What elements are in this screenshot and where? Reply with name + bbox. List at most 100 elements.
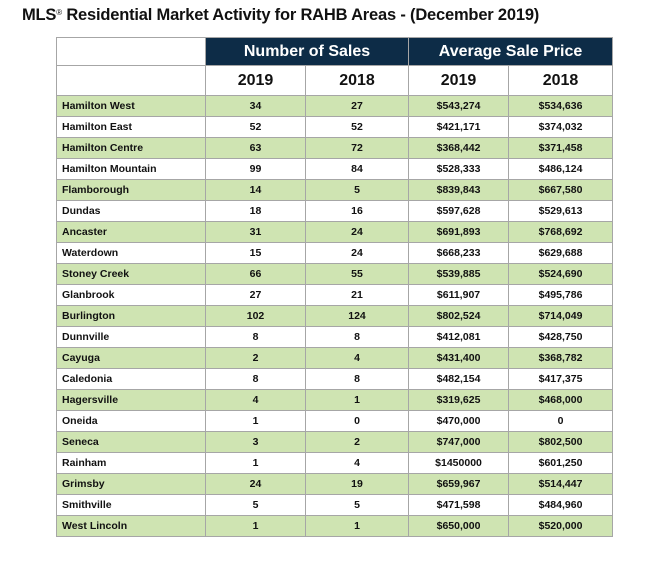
table-row: Flamborough 14 5 $839,843 $667,580 <box>56 179 614 201</box>
price-2018: $417,375 <box>508 368 614 390</box>
price-2019: $421,171 <box>408 116 510 138</box>
area-name: Burlington <box>56 305 206 327</box>
area-name: Hamilton East <box>56 116 206 138</box>
table-row: Waterdown 15 24 $668,233 $629,688 <box>56 242 614 264</box>
sales-2018: 24 <box>304 242 410 264</box>
price-2018: $524,690 <box>508 263 614 285</box>
sales-2019: 2 <box>205 347 306 369</box>
table-row: Burlington 102 124 $802,524 $714,049 <box>56 305 614 327</box>
price-2019: $539,885 <box>408 263 510 285</box>
price-2018: $486,124 <box>508 158 614 180</box>
area-name: Dunnville <box>56 326 206 348</box>
price-2019: $431,400 <box>408 347 510 369</box>
table-row: Ancaster 31 24 $691,893 $768,692 <box>56 221 614 243</box>
table-row: Rainham 1 4 $1450000 $601,250 <box>56 452 614 474</box>
sales-2018: 1 <box>304 389 410 411</box>
blank-header <box>56 65 206 96</box>
area-name: Seneca <box>56 431 206 453</box>
price-2019: $471,598 <box>408 494 510 516</box>
sales-2018: 5 <box>304 494 410 516</box>
sales-2018: 4 <box>304 452 410 474</box>
sales-2018: 21 <box>304 284 410 306</box>
sales-2019: 66 <box>205 263 306 285</box>
price-2018: $667,580 <box>508 179 614 201</box>
area-name: Stoney Creek <box>56 263 206 285</box>
price-2018: $371,458 <box>508 137 614 159</box>
table-row: Stoney Creek 66 55 $539,885 $524,690 <box>56 263 614 285</box>
price-2018: $374,032 <box>508 116 614 138</box>
price-2018: $529,613 <box>508 200 614 222</box>
group-header-row: Number of Sales Average Sale Price <box>56 37 614 66</box>
sales-2018: 84 <box>304 158 410 180</box>
table-row: Dundas 18 16 $597,628 $529,613 <box>56 200 614 222</box>
sales-2018: 124 <box>304 305 410 327</box>
table-row: Hagersville 4 1 $319,625 $468,000 <box>56 389 614 411</box>
sales-2019: 63 <box>205 137 306 159</box>
area-name: Hamilton West <box>56 95 206 117</box>
table-row: Hamilton Centre 63 72 $368,442 $371,458 <box>56 137 614 159</box>
sales-2018: 27 <box>304 95 410 117</box>
sales-2019: 1 <box>205 410 306 432</box>
area-name: Oneida <box>56 410 206 432</box>
sales-2018: 8 <box>304 326 410 348</box>
table-row: West Lincoln 1 1 $650,000 $520,000 <box>56 515 614 537</box>
price-2019: $650,000 <box>408 515 510 537</box>
price-2018: $534,636 <box>508 95 614 117</box>
price-2018: $368,782 <box>508 347 614 369</box>
sales-2019: 14 <box>205 179 306 201</box>
price-2019: $659,967 <box>408 473 510 495</box>
table-row: Glanbrook 27 21 $611,907 $495,786 <box>56 284 614 306</box>
price-2019: $802,524 <box>408 305 510 327</box>
sales-2019: 102 <box>205 305 306 327</box>
sales-2019: 24 <box>205 473 306 495</box>
price-2019: $691,893 <box>408 221 510 243</box>
area-name: Hamilton Mountain <box>56 158 206 180</box>
table-row: Caledonia 8 8 $482,154 $417,375 <box>56 368 614 390</box>
sales-2018: 8 <box>304 368 410 390</box>
price-2019: $482,154 <box>408 368 510 390</box>
price-2019: $543,274 <box>408 95 510 117</box>
sales-group-header: Number of Sales <box>204 37 410 66</box>
price-2019: $839,843 <box>408 179 510 201</box>
price-2019: $1450000 <box>408 452 510 474</box>
price-2018: $495,786 <box>508 284 614 306</box>
sales-2019: 34 <box>205 95 306 117</box>
area-name: Rainham <box>56 452 206 474</box>
sales-2019: 8 <box>205 368 306 390</box>
price-2018: $629,688 <box>508 242 614 264</box>
registered-mark: ® <box>56 8 62 17</box>
sales-2018: 19 <box>304 473 410 495</box>
area-name: Hagersville <box>56 389 206 411</box>
area-name: Hamilton Centre <box>56 137 206 159</box>
price-2019: $597,628 <box>408 200 510 222</box>
sales-2019: 3 <box>205 431 306 453</box>
area-name: Glanbrook <box>56 284 206 306</box>
market-activity-table: Number of Sales Average Sale Price 2019 … <box>56 37 614 537</box>
sales-2018: 5 <box>304 179 410 201</box>
sales-2019: 31 <box>205 221 306 243</box>
price-2018: $468,000 <box>508 389 614 411</box>
sales-2018: 72 <box>304 137 410 159</box>
price-2019: $412,081 <box>408 326 510 348</box>
sales-2018: 1 <box>304 515 410 537</box>
area-name: Waterdown <box>56 242 206 264</box>
table-row: Cayuga 2 4 $431,400 $368,782 <box>56 347 614 369</box>
table-row: Grimsby 24 19 $659,967 $514,447 <box>56 473 614 495</box>
price-2018: $601,250 <box>508 452 614 474</box>
title-text: Residential Market Activity for RAHB Are… <box>61 6 540 24</box>
sales-2019: 27 <box>205 284 306 306</box>
price-2018: $520,000 <box>508 515 614 537</box>
sales-2019: 1 <box>205 515 306 537</box>
sales-2018: 4 <box>304 347 410 369</box>
price-2018-header: 2018 <box>508 65 614 96</box>
sales-2019: 1 <box>205 452 306 474</box>
sales-2018: 24 <box>304 221 410 243</box>
title-prefix: MLS <box>22 6 57 24</box>
sales-2019: 52 <box>205 116 306 138</box>
table-row: Oneida 1 0 $470,000 0 <box>56 410 614 432</box>
sales-2018: 2 <box>304 431 410 453</box>
price-2019: $528,333 <box>408 158 510 180</box>
price-2018: 0 <box>508 410 614 432</box>
price-2018: $768,692 <box>508 221 614 243</box>
table-row: Hamilton Mountain 99 84 $528,333 $486,124 <box>56 158 614 180</box>
